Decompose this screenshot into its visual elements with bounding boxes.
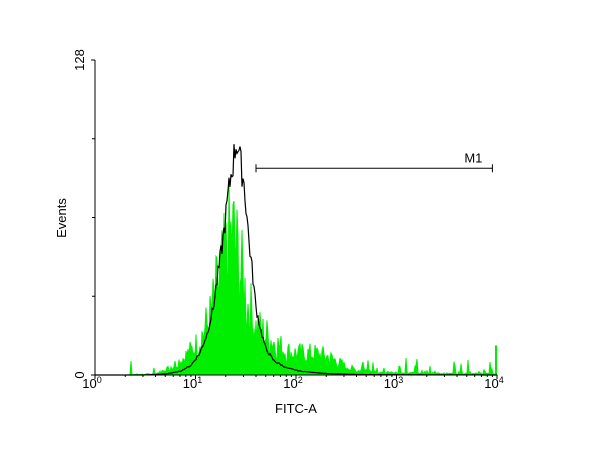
x-tick-exponent: 0: [97, 375, 102, 385]
x-tick-label: 102: [283, 375, 302, 391]
y-ticks: 0 128: [72, 49, 95, 379]
x-tick-exponent: 1: [197, 375, 202, 385]
x-tick-base: 10: [384, 376, 398, 391]
x-tick-base: 10: [82, 376, 96, 391]
series-layer: [95, 144, 498, 376]
x-axis-title: FITC-A: [275, 401, 317, 416]
x-tick-exponent: 2: [298, 375, 303, 385]
y-axis-title: Events: [54, 198, 69, 238]
x-tick-base: 10: [484, 376, 498, 391]
y-tick-label: 128: [72, 49, 87, 71]
marker-label: M1: [464, 150, 482, 165]
x-tick-base: 10: [183, 376, 197, 391]
y-tick-label: 0: [72, 371, 87, 378]
x-tick-label: 100: [82, 375, 101, 391]
x-tick-label: 101: [183, 375, 202, 391]
x-tick-base: 10: [283, 376, 297, 391]
marker-m1: M1: [255, 150, 493, 173]
series-sample-area: [95, 185, 498, 376]
x-ticks: 100 101 102 103 104: [82, 375, 504, 391]
series-control-line: [95, 144, 497, 376]
x-tick-label: 104: [484, 375, 503, 391]
x-tick-exponent: 4: [499, 375, 504, 385]
x-tick-label: 103: [384, 375, 403, 391]
x-tick-exponent: 3: [398, 375, 403, 385]
